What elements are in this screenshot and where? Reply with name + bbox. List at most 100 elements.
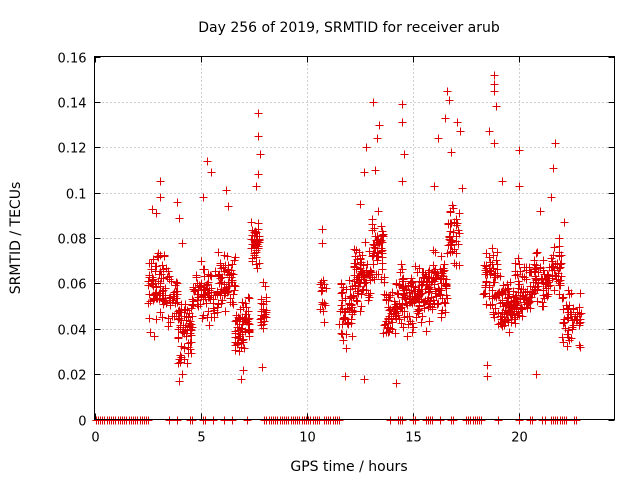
data-point: [378, 253, 387, 262]
data-point: [516, 304, 525, 313]
data-point: [501, 306, 510, 315]
data-point: [350, 263, 359, 272]
data-point: [199, 193, 208, 202]
data-point: [543, 270, 552, 279]
data-point: [373, 256, 382, 265]
data-point: [392, 379, 401, 388]
zero-point: [243, 416, 252, 425]
data-point: [204, 307, 213, 316]
data-point: [345, 305, 354, 314]
data-point: [352, 296, 361, 305]
y-tick-label: 0.04: [58, 324, 87, 339]
data-point: [481, 289, 490, 298]
data-point: [453, 118, 462, 127]
data-point: [490, 139, 499, 148]
data-point: [515, 146, 524, 155]
data-point: [257, 295, 266, 304]
data-point: [175, 314, 184, 323]
data-point: [193, 290, 202, 299]
data-point: [178, 370, 187, 379]
data-point: [403, 332, 412, 341]
data-point: [397, 319, 406, 328]
data-point: [146, 328, 155, 337]
data-point: [203, 157, 212, 166]
data-point: [224, 202, 233, 211]
data-point: [214, 248, 223, 257]
data-point: [176, 308, 185, 317]
data-point: [392, 279, 401, 288]
data-point: [398, 282, 407, 291]
data-point: [479, 290, 488, 299]
data-point: [353, 297, 362, 306]
data-point: [160, 252, 169, 261]
data-point: [431, 265, 440, 274]
data-point: [245, 320, 254, 329]
data-point: [189, 285, 198, 294]
data-point: [523, 298, 532, 307]
data-point: [454, 226, 463, 235]
data-point: [412, 313, 421, 322]
data-point: [237, 375, 246, 384]
data-point: [503, 300, 512, 309]
data-point: [170, 290, 179, 299]
data-point: [375, 121, 384, 130]
data-point: [555, 234, 564, 243]
data-point: [227, 278, 236, 287]
data-point: [251, 227, 260, 236]
data-point: [481, 266, 490, 275]
data-point: [370, 275, 379, 284]
data-point: [320, 299, 329, 308]
data-point: [347, 294, 356, 303]
data-point: [236, 305, 245, 314]
data-point: [409, 282, 418, 291]
data-point: [443, 87, 452, 96]
data-point: [160, 297, 169, 306]
data-point: [156, 193, 165, 202]
data-point: [197, 283, 206, 292]
data-point: [240, 344, 249, 353]
data-point: [482, 262, 491, 271]
data-point: [511, 259, 520, 268]
data-point: [377, 244, 386, 253]
data-point: [550, 286, 559, 295]
data-point: [492, 256, 501, 265]
data-point: [533, 248, 542, 257]
data-point: [254, 219, 263, 228]
data-point: [351, 252, 360, 261]
data-point: [489, 308, 498, 317]
data-point: [163, 273, 172, 282]
data-point: [499, 302, 508, 311]
data-point: [528, 290, 537, 299]
data-point: [231, 329, 240, 338]
data-point: [321, 301, 330, 310]
y-tick-labels: 0 0.02 0.04 0.06 0.08 0.1 0.12 0.14 0.16: [58, 52, 87, 430]
data-point: [452, 261, 461, 270]
data-point: [225, 282, 234, 291]
data-point: [244, 293, 253, 302]
data-point: [318, 286, 327, 295]
data-point: [355, 279, 364, 288]
data-point: [555, 248, 564, 257]
data-point: [365, 247, 374, 256]
data-point: [178, 239, 187, 248]
data-point: [245, 294, 254, 303]
data-point: [391, 329, 400, 338]
data-point: [181, 300, 190, 309]
data-point: [487, 267, 496, 276]
data-point: [342, 344, 351, 353]
data-point: [339, 336, 348, 345]
data-point: [488, 300, 497, 309]
data-point: [562, 301, 571, 310]
data-point: [164, 322, 173, 331]
data-point: [443, 294, 452, 303]
data-point: [360, 168, 369, 177]
data-point: [550, 243, 559, 252]
data-point: [521, 288, 530, 297]
data-point: [384, 315, 393, 324]
data-point: [217, 287, 226, 296]
data-point: [149, 275, 158, 284]
data-point: [318, 239, 327, 248]
data-point: [204, 270, 213, 279]
data-point: [342, 285, 351, 294]
data-point: [400, 293, 409, 302]
